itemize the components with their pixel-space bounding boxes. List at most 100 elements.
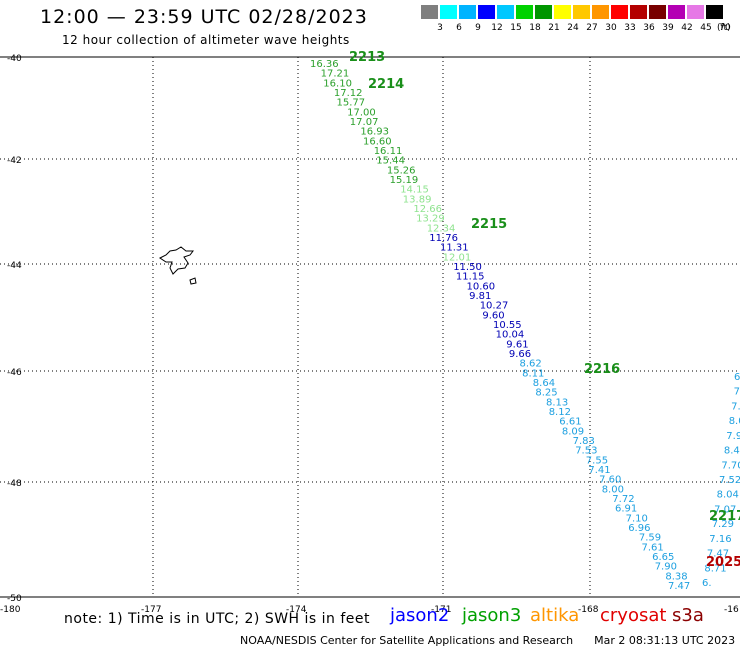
map-grid (0, 56, 740, 598)
legend-label: 42 (681, 23, 693, 33)
legend-label: 36 (643, 23, 655, 33)
legend-swatch (459, 5, 476, 19)
swh-value: 16.11 (374, 146, 403, 157)
swh-value: 7.47 (707, 549, 729, 560)
swh-right-track: 6 7.9 7.3 8.08 7.95 8.47 7.70 7.52 8.04 7.07 7.29 7… (702, 372, 740, 589)
swh-value: 17.00 (347, 107, 376, 118)
legend-label: 27 (586, 23, 598, 33)
swh-value: 7.52 (719, 475, 740, 486)
legend-label: 21 (548, 23, 560, 33)
lon-label: -168 (578, 605, 599, 615)
legend-swatch (478, 5, 495, 19)
swh-value: 9.61 (506, 339, 528, 350)
swh-value: 8.47 (724, 446, 740, 457)
pass-label: 2214 (368, 77, 404, 92)
satellite-jason3: jason3 (462, 605, 522, 626)
legend-label: 30 (605, 23, 617, 33)
swh-value: 8.04 (717, 490, 739, 501)
swh-value: 8.62 (520, 359, 542, 370)
swh-value: 15.44 (376, 156, 405, 167)
page-title: 12:00 — 23:59 UTC 02/28/2023 (40, 6, 368, 28)
lon-label: -16 (724, 605, 739, 615)
swh-value: 7.47 (668, 581, 690, 592)
swh-value: 7.07 (714, 504, 736, 515)
swh-value: 12.34 (427, 223, 456, 234)
islet-shape (189, 277, 197, 285)
lat-label: -44 (7, 261, 22, 271)
satellite-s3a: s3a (672, 605, 704, 626)
legend-swatch (421, 5, 438, 19)
legend-label: 18 (529, 23, 541, 33)
swh-value: 16.60 (363, 136, 392, 147)
swh-value: 6 (734, 372, 740, 383)
swh-value: 7.53 (575, 446, 597, 457)
swh-value: 7.61 (642, 542, 664, 553)
pass-label: 2215 (471, 217, 507, 232)
legend-label: 6 (456, 23, 462, 33)
swh-value: 13.29 (416, 214, 445, 225)
swh-value: 11.31 (440, 243, 469, 254)
swh-main-track: 16.3617.2116.1017.1215.7717.0017.0716.93… (310, 59, 690, 592)
legend-swatch (592, 5, 609, 19)
lat-label: -50 (7, 594, 22, 604)
satellite-cryosat: cryosat (600, 605, 667, 626)
legend-label: 24 (567, 23, 579, 33)
swh-value: 11.76 (429, 233, 458, 244)
swh-value: 7.3 (731, 401, 740, 412)
satellite-altika: altika (530, 605, 580, 626)
swh-value: 7.29 (712, 519, 734, 530)
pass-label: 2216 (584, 362, 620, 377)
swh-value: 6.65 (652, 552, 674, 563)
legend-swatch (535, 5, 552, 19)
swh-value: 7.70 (721, 460, 740, 471)
swh-value: 7.9 (734, 387, 740, 398)
swh-value: 7.95 (726, 431, 740, 442)
swh-value: 7.41 (588, 465, 610, 476)
legend-swatch (611, 5, 628, 19)
lon-label: -180 (0, 605, 21, 615)
island-shape (159, 246, 194, 275)
legend-label: 15 (510, 23, 522, 33)
legend-swatch (668, 5, 685, 19)
legend-label: 39 (662, 23, 674, 33)
swh-value: 8.12 (549, 407, 571, 418)
swh-value: 6.91 (615, 504, 637, 515)
swh-value: 7.60 (599, 475, 621, 486)
lon-label: -171 (431, 605, 451, 615)
swh-value: 8.00 (602, 484, 624, 495)
legend-swatch (687, 5, 704, 19)
swh-value: 8.38 (665, 571, 687, 582)
swh-value: 12.01 (443, 252, 472, 263)
swh-value: 7.59 (639, 533, 661, 544)
swh-value: 9.81 (469, 291, 491, 302)
lat-label: -40 (7, 54, 22, 64)
lat-label: -48 (7, 479, 22, 489)
pass-label: 2213 (349, 50, 385, 65)
pass-label: 2217 (709, 509, 740, 524)
credit-text: NOAA/NESDIS Center for Satellite Applica… (240, 634, 574, 647)
page-subtitle: 12 hour collection of altimeter wave hei… (62, 33, 350, 47)
swh-value: 11.50 (453, 262, 482, 273)
swh-value: 6.61 (559, 417, 581, 428)
swh-value: 9.66 (509, 349, 531, 360)
lat-label: -42 (7, 156, 22, 166)
swh-value: 16.10 (323, 78, 352, 89)
swh-value: 17.07 (350, 117, 379, 128)
swh-value: 10.27 (480, 301, 509, 312)
swh-value: 15.26 (387, 165, 416, 176)
swh-value: 10.60 (467, 281, 496, 292)
swh-value: 17.12 (334, 88, 363, 99)
legend-label: 45 (700, 23, 712, 33)
swh-value: 6.96 (628, 523, 650, 534)
swh-value: 10.55 (493, 320, 522, 331)
swh-value: 8.09 (562, 426, 584, 437)
legend-swatch (573, 5, 590, 19)
satellite-jason2: jason2 (390, 605, 450, 626)
swh-value: 7.55 (586, 455, 608, 466)
legend-label: 3 (437, 23, 443, 33)
legend-swatch (630, 5, 647, 19)
legend-label: 70 (719, 23, 731, 33)
swh-value: 8.13 (546, 397, 568, 408)
legend-label: 12 (491, 23, 503, 33)
